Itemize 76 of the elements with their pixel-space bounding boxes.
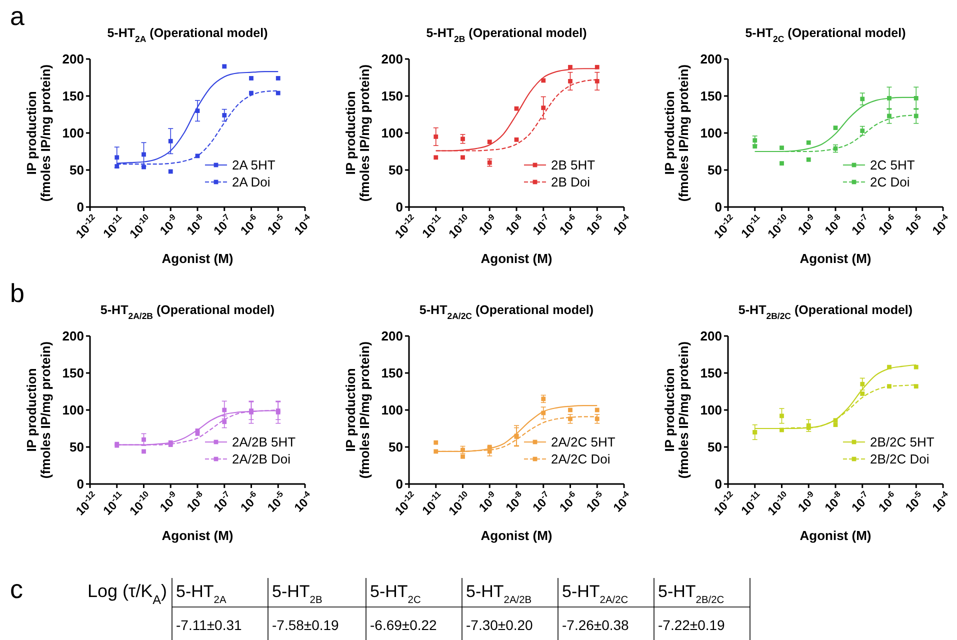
y-tick-label: 150 [700,88,722,104]
text: -7.22±0.19 [658,617,725,633]
y-tick-label: 0 [714,200,722,215]
x-axis-title: Agonist (M) [162,251,234,266]
text: a [10,1,25,31]
y-tick-label: 0 [76,200,84,215]
y-tick-label: 100 [381,126,403,141]
legend-label: 2A/2B 5HT [232,434,296,450]
legend-label: 2B 5HT [551,158,596,173]
legend-label: 2C Doi [870,174,910,190]
chart-title: 5-HT$_{2A/2B}$ (Operational model) [100,303,275,321]
y-axis-title: IP production (fmoles IP/mg protein) [662,341,691,479]
y-tick-label: 100 [62,126,84,141]
x-axis-title: Agonist (M) [162,528,234,543]
y-axis-title: IP production (fmoles IP/mg protein) [343,341,372,479]
x-axis-title: Agonist (M) [480,528,552,543]
y-tick-label: 200 [381,328,403,344]
legend-label: 2A/2B Doi [232,452,291,467]
y-tick-label: 0 [714,476,722,492]
text: -7.11±0.31 [176,617,242,633]
x-axis-title: Agonist (M) [800,528,872,543]
text: -7.58±0.19 [272,617,339,633]
category-label: 5-HT$_{2B}$ [272,582,322,606]
y-tick-label: 200 [700,52,722,67]
chart-title: 5-HT$_{2A/2C}$ (Operational model) [419,303,594,321]
legend-label: 2A/2C Doi [551,452,610,467]
y-tick-label: 100 [381,402,403,418]
chart-title: 5-HT$_{2B/2C}$ (Operational model) [738,303,913,321]
legend-label: 2B Doi [551,174,590,190]
category-label: 5-HT$_{2C}$ [370,582,421,606]
y-tick-label: 0 [396,200,403,215]
text: -6.69±0.22 [370,617,437,633]
y-tick-label: 200 [62,328,84,344]
y-tick-label: 50 [70,440,84,455]
legend-label: 2B/2C Doi [870,452,930,467]
category-label: 5-HT$_{2A/2C}$ [562,582,628,606]
y-axis-title: IP production (fmoles IP/mg protein) [343,64,372,202]
chart-title: 5-HT$_{2B}$ (Operational model) [426,26,587,44]
y-tick-label: 200 [381,52,403,67]
y-tick-label: 150 [381,366,403,381]
chart-title: 5-HT$_{2C}$ (Operational model) [745,26,906,44]
legend-label: 2B/2C 5HT [870,434,934,450]
y-tick-label: 200 [700,328,722,344]
y-tick-label: 50 [708,162,722,178]
chart-title: 5-HT$_{2A}$ (Operational model) [107,26,268,44]
y-tick-label: 150 [62,366,84,381]
category-label: 5-HT$_{2B/2C}$ [658,582,724,606]
legend-label: 2A/2C 5HT [551,434,616,450]
y-tick-label: 150 [62,88,84,104]
text: b [10,278,24,308]
y-tick-label: 100 [62,402,84,418]
category-label: 5-HT$_{2A}$ [176,582,226,606]
legend-label: 2A 5HT [232,158,276,173]
text: -7.30±0.20 [466,617,533,633]
y-axis-title: IP production (fmoles IP/mg protein) [662,64,691,202]
y-tick-label: 150 [700,366,722,381]
legend-label: 2A Doi [232,174,270,190]
text: Log (τ/K$_{A}$) [87,581,167,607]
y-axis-title: IP production (fmoles IP/mg protein) [24,341,53,479]
y-tick-label: 50 [388,440,403,455]
text: -7.26±0.38 [562,617,629,633]
y-tick-label: 0 [396,476,403,492]
category-label: 5-HT$_{2A/2B}$ [466,582,532,606]
x-axis-title: Agonist (M) [480,251,552,266]
y-tick-label: 50 [70,162,84,178]
y-axis-title: IP production (fmoles IP/mg protein) [24,64,53,202]
y-tick-label: 0 [76,476,84,492]
y-tick-label: 200 [62,52,84,67]
y-tick-label: 100 [700,126,722,141]
y-tick-label: 150 [381,88,403,104]
y-tick-label: 50 [708,440,722,455]
x-axis-title: Agonist (M) [800,251,872,266]
y-tick-label: 100 [700,402,722,418]
y-tick-label: 50 [388,162,403,178]
text: c [10,574,23,604]
legend-label: 2C 5HT [870,158,915,173]
